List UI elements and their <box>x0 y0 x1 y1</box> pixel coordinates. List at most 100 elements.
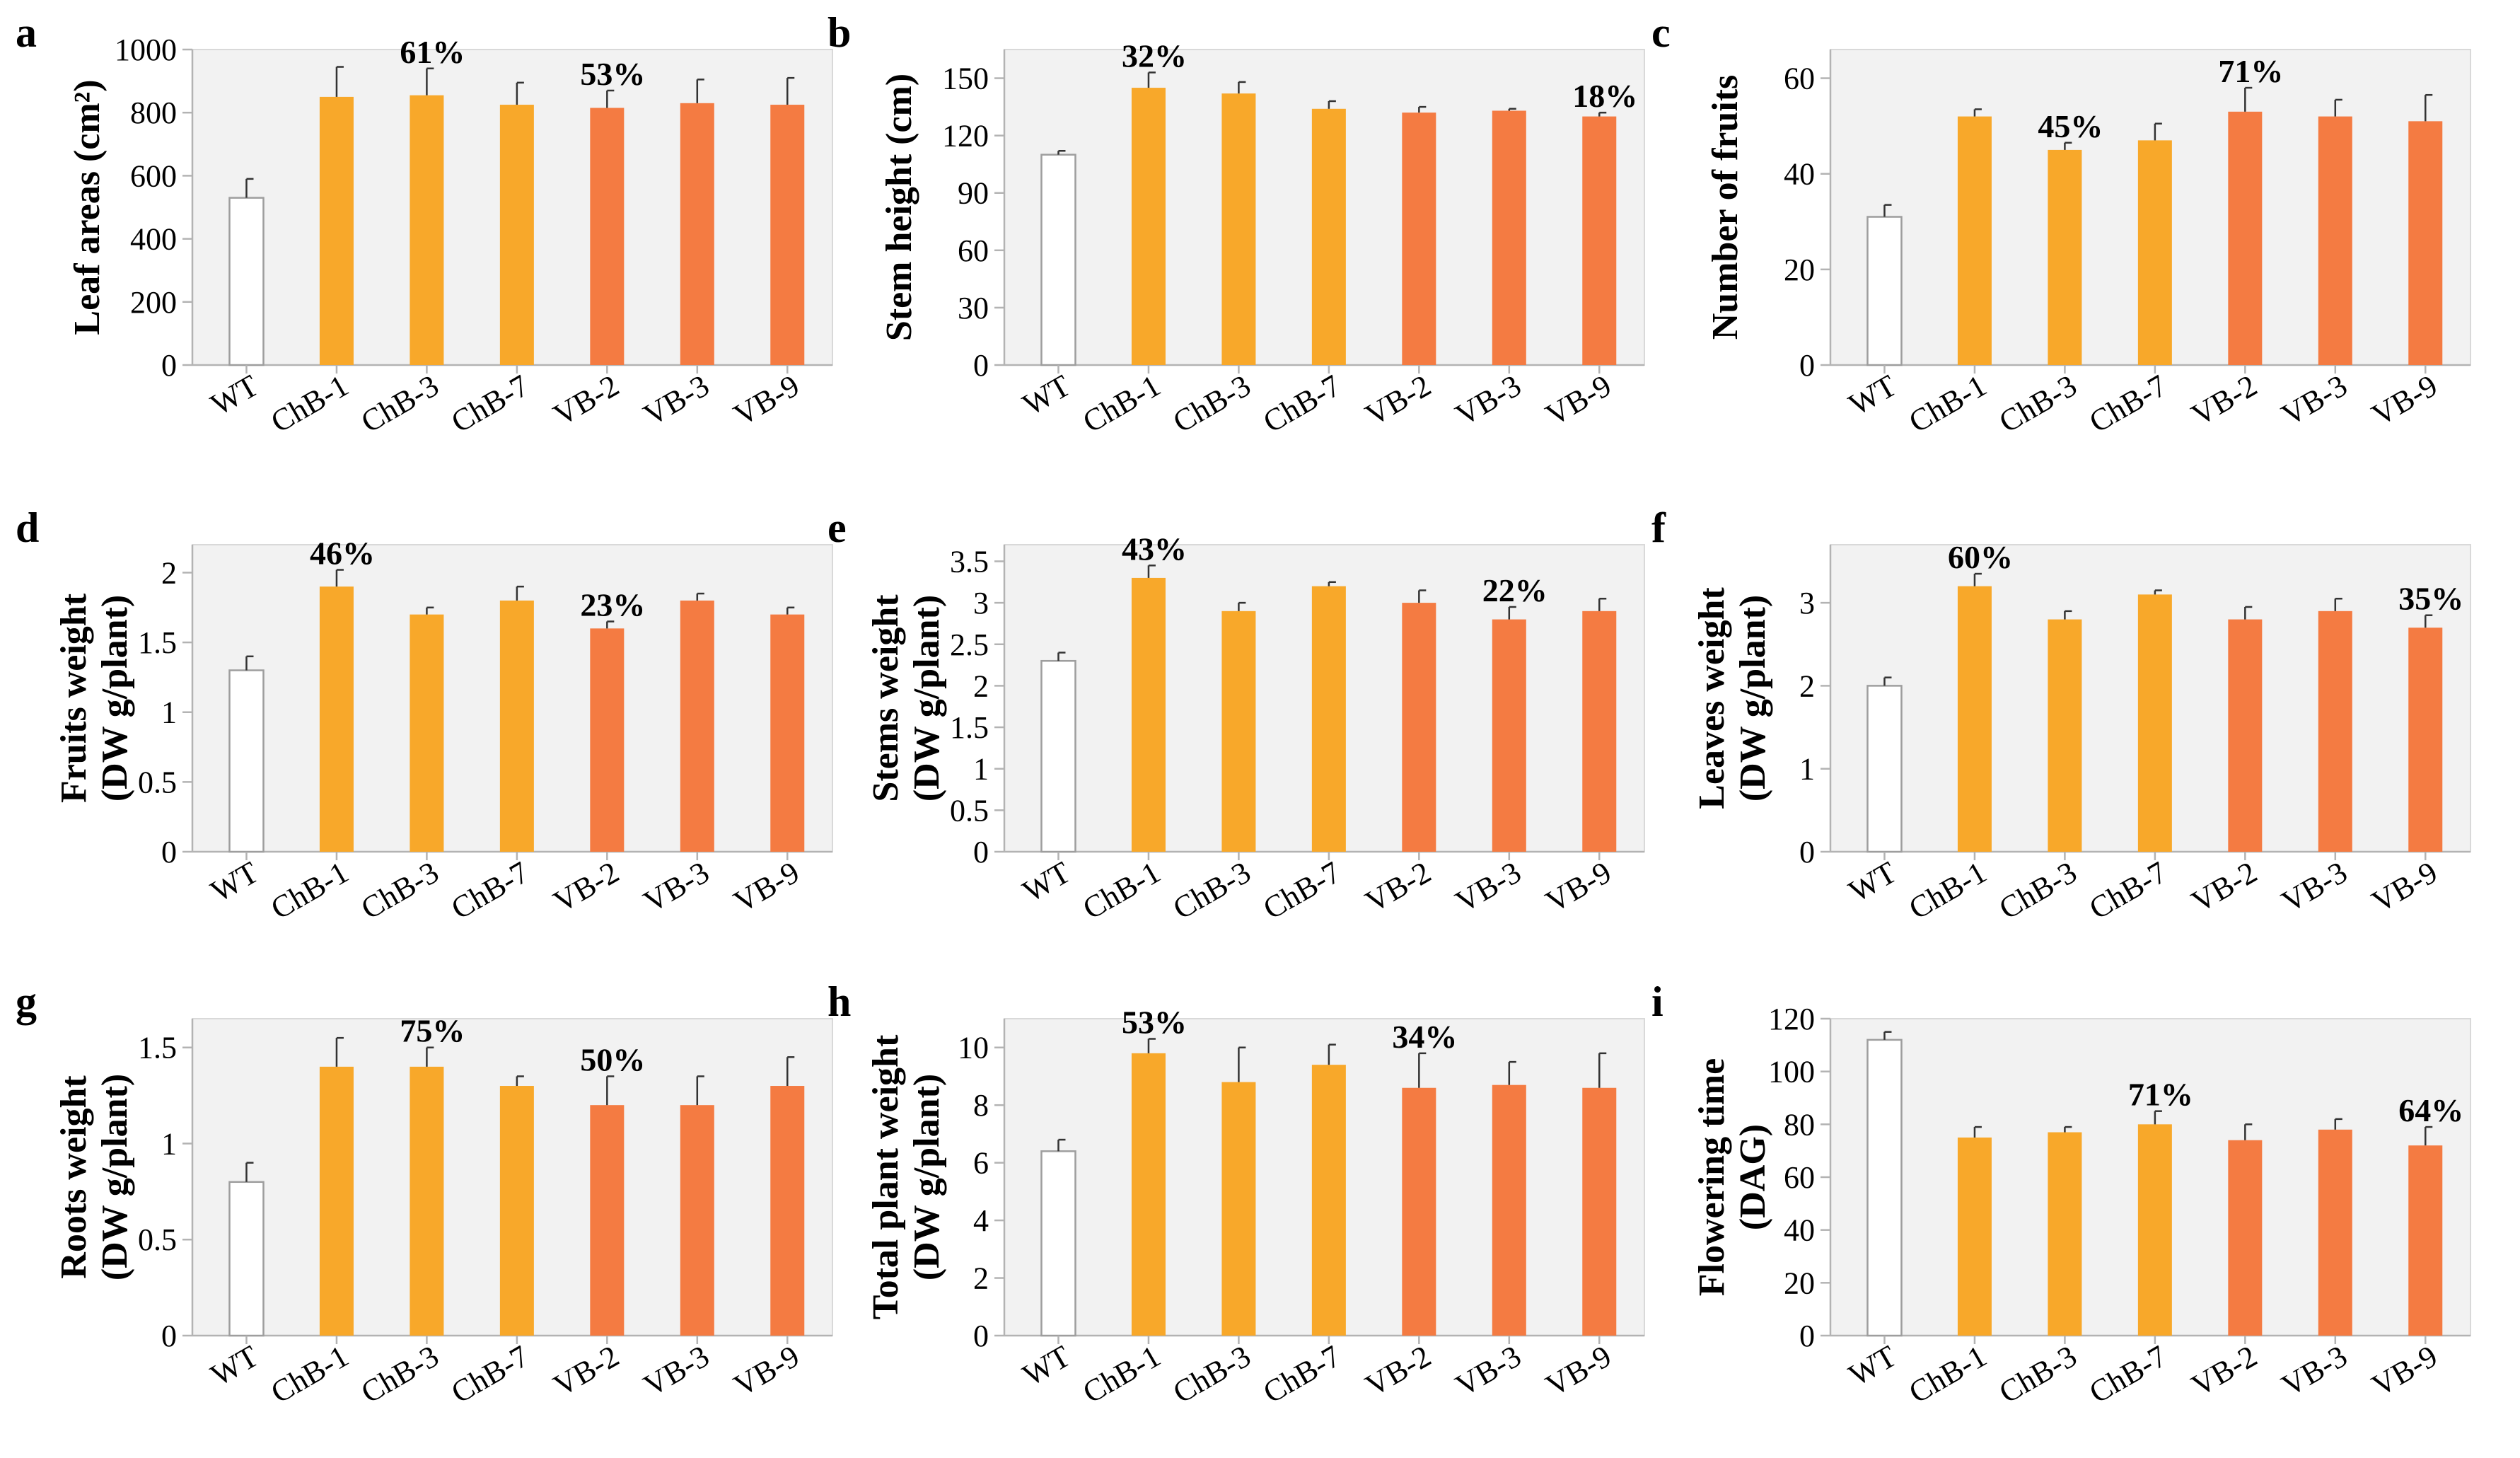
bar-wt <box>228 669 265 853</box>
y-tick-label: 1 <box>161 1126 177 1161</box>
bar-vb-2 <box>1402 603 1436 852</box>
percent-annotation: 43% <box>1122 531 1187 567</box>
panel-letter: h <box>828 978 851 1025</box>
percent-annotation: 35% <box>2398 581 2463 617</box>
x-tick-label: ChB-1 <box>265 855 354 926</box>
x-tick-label: WT <box>1843 368 1903 422</box>
bar-chb-3 <box>410 1066 444 1336</box>
bar-vb-9 <box>770 1086 805 1336</box>
bar-chb-1 <box>1131 577 1166 852</box>
bar-chb-3 <box>2048 619 2082 852</box>
y-tick-label: 20 <box>1784 253 1815 287</box>
bar-chb-3 <box>2048 1132 2082 1336</box>
x-tick-label: VB-2 <box>2185 368 2263 432</box>
bar-vb-3 <box>680 600 714 852</box>
bar-vb-3 <box>680 1105 714 1336</box>
y-tick-label: 2 <box>1799 669 1815 703</box>
bar-wt <box>1866 1038 1903 1337</box>
x-tick-label: ChB-3 <box>355 1338 444 1410</box>
y-tick-label: 80 <box>1784 1107 1815 1142</box>
bar-wt <box>228 1181 265 1337</box>
y-tick-label: 3.5 <box>950 544 989 579</box>
percent-annotation: 61% <box>400 34 465 70</box>
y-tick-label: 2 <box>973 1261 989 1296</box>
x-tick-label: VB-2 <box>2185 1338 2263 1403</box>
bar-vb-2 <box>1402 1087 1436 1336</box>
percent-annotation: 34% <box>1392 1019 1457 1055</box>
y-tick-label: 0 <box>1799 1319 1815 1353</box>
x-tick-label: VB-9 <box>1540 368 1617 432</box>
bar-chb-3 <box>410 95 444 366</box>
bar-wt <box>1866 216 1903 366</box>
y-tick-label: 10 <box>958 1031 989 1065</box>
y-axis-label: Stem height (cm) <box>879 74 919 341</box>
bar-vb-2 <box>2228 1140 2263 1336</box>
bar-wt <box>1040 659 1076 853</box>
bar-chb-1 <box>1957 1138 1992 1336</box>
bar-chb-7 <box>499 1086 534 1336</box>
y-axis-label: Roots weight <box>54 1075 94 1279</box>
y-axis-label: Leaf areas (cm²) <box>67 79 108 335</box>
y-tick-label: 40 <box>1784 157 1815 192</box>
y-tick-label: 1.5 <box>138 1031 177 1065</box>
x-tick-label: ChB-7 <box>446 1338 535 1410</box>
bar-vb-9 <box>1582 611 1617 852</box>
bar-vb-2 <box>590 108 625 365</box>
bar-chb-3 <box>1221 93 1256 366</box>
y-axis-label: (DW g/plant) <box>1733 595 1773 802</box>
x-tick-label: VB-3 <box>2276 1338 2353 1403</box>
y-axis-label: Total plant weight <box>866 1034 906 1319</box>
y-tick-label: 0 <box>973 1319 989 1353</box>
percent-annotation: 50% <box>580 1041 645 1077</box>
percent-annotation: 46% <box>310 536 375 572</box>
y-tick-label: 800 <box>130 96 177 130</box>
y-axis-label: (DW g/plant) <box>907 1074 947 1280</box>
y-tick-label: 3 <box>1799 586 1815 620</box>
bar-wt <box>1866 685 1903 853</box>
bar-wt <box>1040 1150 1076 1337</box>
x-tick-label: VB-3 <box>1450 368 1527 432</box>
x-tick-label: WT <box>1843 855 1903 909</box>
y-tick-label: 100 <box>1768 1055 1815 1089</box>
panel-letter: c <box>1651 9 1671 56</box>
bar-vb-2 <box>590 628 625 852</box>
y-tick-label: 0.5 <box>950 793 989 828</box>
panel-letter: i <box>1651 978 1663 1025</box>
panel-letter: b <box>828 9 851 56</box>
x-tick-label: ChB-1 <box>1903 855 1992 926</box>
y-tick-label: 90 <box>958 176 989 211</box>
x-tick-label: ChB-3 <box>355 855 444 926</box>
x-tick-label: ChB-1 <box>1077 855 1166 926</box>
x-tick-label: WT <box>205 855 265 909</box>
x-tick-label: ChB-1 <box>1077 368 1166 439</box>
y-tick-label: 40 <box>1784 1213 1815 1248</box>
x-tick-label: VB-2 <box>2185 855 2263 919</box>
x-tick-label: ChB-7 <box>2084 1338 2173 1410</box>
y-tick-label: 4 <box>973 1203 989 1238</box>
percent-annotation: 53% <box>580 56 645 92</box>
bar-chb-7 <box>1311 108 1346 365</box>
bar-vb-9 <box>2408 121 2443 365</box>
panel-h: h 0 2 4 6 8 10 Total plant weight (DW g/plant) WT… <box>828 978 1645 1410</box>
y-axis-label: Flowering time <box>1692 1058 1732 1296</box>
y-axis-label: Number of fruits <box>1705 75 1746 340</box>
x-tick-label: ChB-3 <box>1167 1338 1256 1410</box>
bar-chb-7 <box>499 105 534 366</box>
y-axis-label: (DAG) <box>1733 1124 1773 1230</box>
x-tick-label: VB-2 <box>547 855 625 919</box>
x-tick-label: WT <box>1843 1338 1903 1393</box>
y-tick-label: 1000 <box>115 33 177 67</box>
bar-chb-7 <box>2137 1124 2172 1336</box>
x-tick-label: ChB-3 <box>1167 855 1256 926</box>
y-tick-label: 2.5 <box>950 627 989 662</box>
y-tick-label: 1 <box>973 752 989 787</box>
x-tick-label: ChB-3 <box>1993 855 2082 926</box>
y-axis-label: (DW g/plant) <box>907 595 947 802</box>
x-tick-label: ChB-3 <box>1993 1338 2082 1410</box>
x-tick-label: WT <box>1017 1338 1076 1393</box>
x-tick-label: ChB-1 <box>265 1338 354 1410</box>
bar-vb-9 <box>2408 627 2443 852</box>
